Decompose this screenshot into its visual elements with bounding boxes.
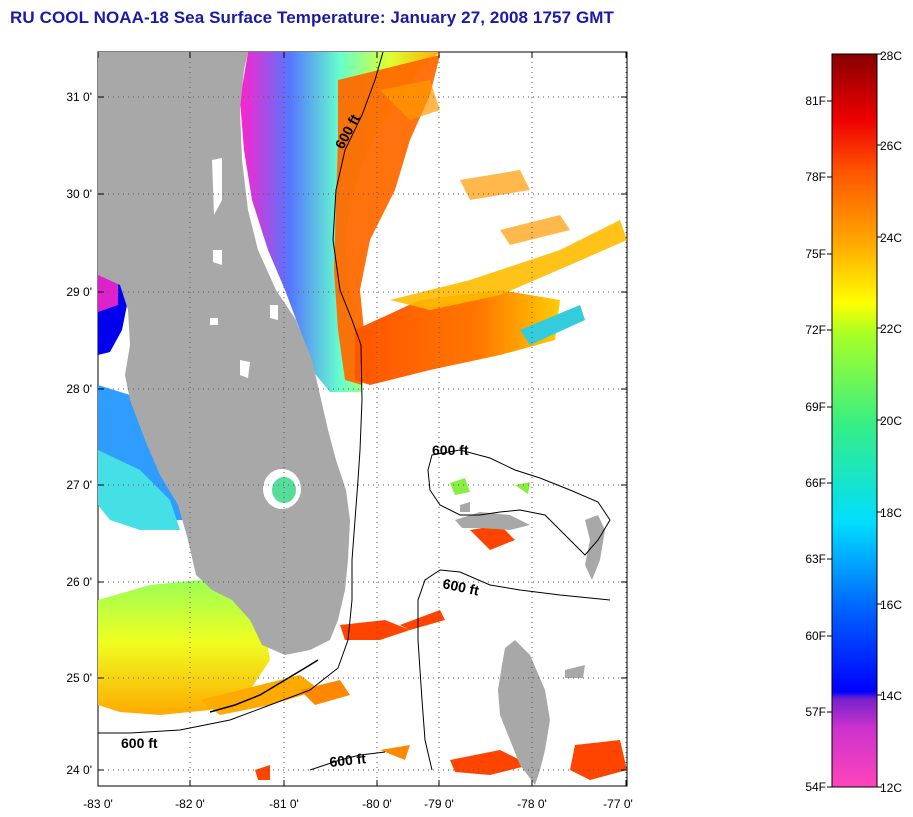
lon-tick-label: -78 0' [517,797,547,811]
lon-tick-label: -77 0' [603,797,633,811]
fahrenheit-label: 60F [805,629,826,643]
longitude-labels: -83 0' -82 0' -81 0' -80 0' -79 0' -78 0… [83,797,633,811]
fahrenheit-label: 72F [805,323,826,337]
lat-tick-label: 29 0' [66,285,92,299]
fahrenheit-label: 81F [805,94,826,108]
contour-great-bahama-bank [417,569,611,771]
lat-tick-label: 26 0' [66,575,92,589]
contour-labels: 600 ft 600 ft 600 ft 600 ft 600 ft [121,111,481,770]
latitude-labels: 31 0' 30 0' 29 0' 28 0' 27 0' 26 0' 25 0… [66,90,92,777]
contour-label: 600 ft [432,442,469,458]
celsius-label: 16C [880,598,902,612]
lon-tick-label: -79 0' [424,797,454,811]
celsius-label: 14C [880,689,902,703]
florida-keys [209,659,319,713]
sst-sw-gulf-warm [98,580,270,715]
lat-tick-label: 27 0' [66,478,92,492]
contour-label: 600 ft [121,735,158,751]
contour-south-channel [309,751,386,771]
fahrenheit-label: 57F [805,705,826,719]
sst-west-coast-cyan [98,450,180,530]
celsius-label: 28C [880,49,902,63]
contour-label: 600 ft [329,750,367,770]
celsius-label: 18C [880,506,902,520]
grand-bahama-island [455,512,530,530]
lat-tick-label: 25 0' [66,671,92,685]
colorbar: 28C 26C 24C 22C 20C 18C 16C 14C 12C 81F … [805,49,902,795]
contour-label: 600 ft [441,575,480,598]
lon-tick-label: -80 0' [362,797,392,811]
sst-ne-streak [390,220,627,310]
contour-little-bahama-bank [427,449,611,556]
lon-tick-label: -82 0' [175,797,205,811]
lon-tick-label: -83 0' [83,797,113,811]
map-title: RU COOL NOAA-18 Sea Surface Temperature:… [10,8,615,27]
sst-cape-plume [355,290,560,385]
sst-gulfstream-orange [334,55,440,385]
lat-tick-label: 28 0' [66,382,92,396]
contour-florida-shelf [98,51,384,734]
inland-lakes [210,158,278,378]
sst-south-red-patches [255,525,627,780]
colorbar-gradient [831,53,878,788]
fahrenheit-label: 75F [805,247,826,261]
fahrenheit-labels: 81F 78F 75F 72F 69F 66F 63F 60F 57F 54F [805,94,826,794]
celsius-label: 24C [880,231,902,245]
celsius-label: 20C [880,414,902,428]
graticule [98,52,627,786]
lake-okeechobee-sst [272,477,296,503]
fahrenheit-label: 63F [805,552,826,566]
celsius-label: 12C [880,781,902,795]
frame-ticks [97,52,627,786]
lat-tick-label: 30 0' [66,187,92,201]
celsius-label: 22C [880,322,902,336]
lon-tick-label: -81 0' [269,797,299,811]
bathymetry-contours [98,51,611,771]
fahrenheit-label: 54F [805,780,826,794]
sst-south-orange-patches [300,680,410,760]
celsius-label: 26C [880,139,902,153]
andros-island [498,640,550,785]
fahrenheit-label: 66F [805,476,826,490]
fahrenheit-label: 69F [805,400,826,414]
celsius-labels: 28C 26C 24C 22C 20C 18C 16C 14C 12C [880,49,902,795]
sst-bahamas-patches [450,478,530,495]
colorbar-ticks [827,53,882,788]
abaco-island [585,515,605,580]
map-layers [98,52,627,785]
sst-bahamas-cyan [520,305,585,345]
lat-tick-label: 24 0' [66,763,92,777]
fahrenheit-label: 78F [805,170,826,184]
lat-tick-label: 31 0' [66,90,92,104]
